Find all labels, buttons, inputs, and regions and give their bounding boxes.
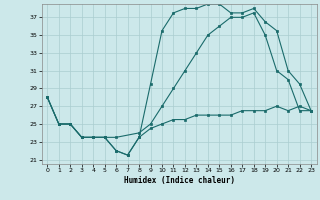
X-axis label: Humidex (Indice chaleur): Humidex (Indice chaleur) xyxy=(124,176,235,185)
